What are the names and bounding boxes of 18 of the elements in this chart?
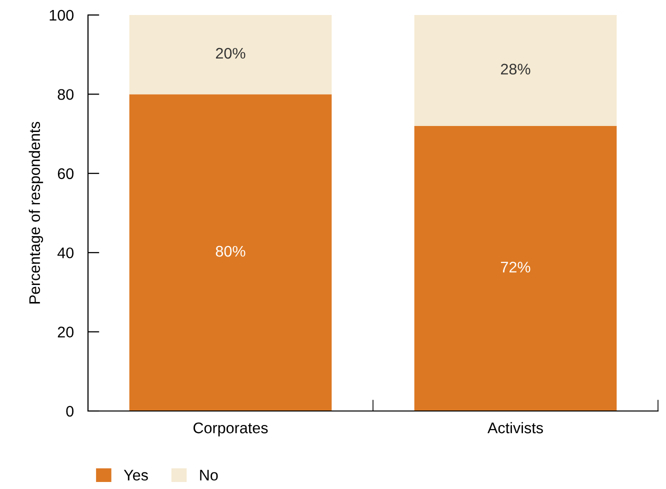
bar: [414, 126, 617, 411]
bar: [129, 15, 332, 94]
y-tick-label: 40: [57, 247, 74, 258]
y-tick-label: 60: [58, 168, 74, 180]
x-tick-label: Corporates: [193, 422, 268, 436]
data-label: 28%: [500, 64, 530, 75]
x-tick-label: Activists: [488, 422, 543, 434]
y-tick-label: 0: [66, 406, 74, 417]
data-label: 72%: [500, 262, 530, 272]
y-axis-title: Percentage of respondents: [28, 122, 44, 304]
data-label: 20%: [216, 48, 246, 59]
legend-label: No: [200, 470, 218, 481]
legend-label: Yes: [124, 470, 148, 481]
y-tick-label: 20: [58, 326, 74, 338]
y-tick-label: 80: [58, 89, 74, 100]
y-tick-label: 100: [50, 10, 74, 21]
bar: [414, 15, 617, 126]
data-label: 80%: [216, 246, 246, 257]
